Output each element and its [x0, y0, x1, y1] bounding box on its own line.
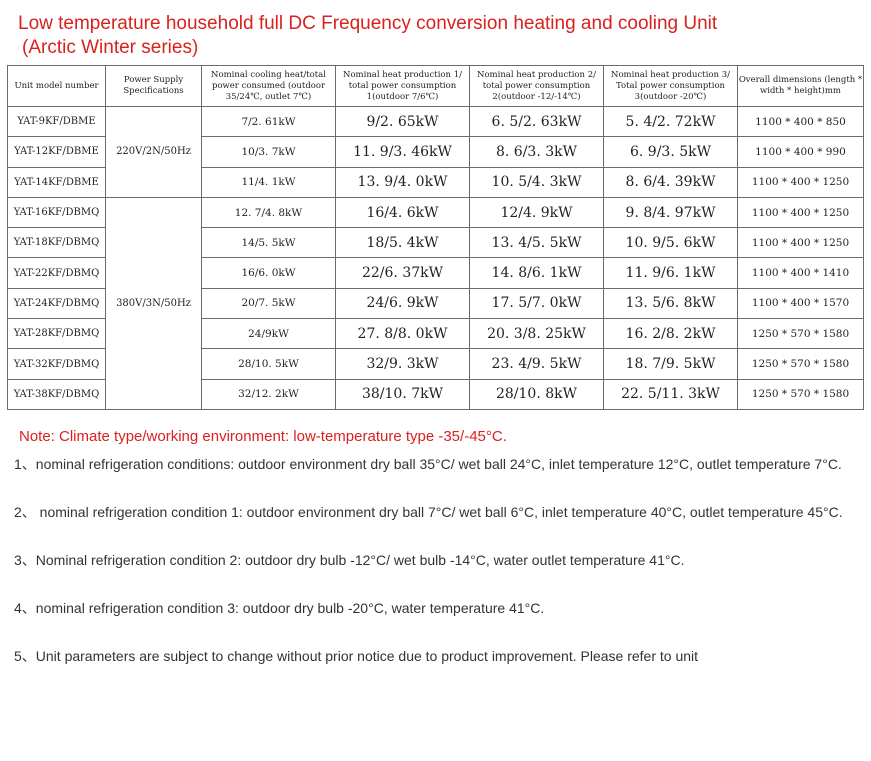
- heat-2-cell: 28/10. 8kW: [469, 378, 604, 410]
- model-cell: YAT-14KF/DBME: [7, 166, 106, 198]
- cooling-cell: 28/10. 5kW: [201, 348, 336, 380]
- cooling-cell: 14/5. 5kW: [201, 227, 336, 259]
- table-row: YAT-18KF/DBMQ 14/5. 5kW 18/5. 4kW 13. 4/…: [7, 227, 864, 259]
- dimensions-cell: 1100 * 400 * 990: [737, 136, 864, 168]
- table-row: YAT-12KF/DBME 10/3. 7kW 11. 9/3. 46kW 8.…: [7, 136, 864, 168]
- cooling-cell: 7/2. 61kW: [201, 105, 336, 138]
- heat-3-cell: 9. 8/4. 97kW: [603, 196, 738, 229]
- heat-1-cell: 27. 8/8. 0kW: [335, 318, 470, 350]
- cooling-cell: 11/4. 1kW: [201, 166, 336, 198]
- spec-table: Unit model number Power Supply Specifica…: [7, 65, 864, 410]
- table-row: YAT-16KF/DBMQ 380V/3N/50Hz 12. 7/4. 8kW …: [7, 196, 864, 410]
- header-heat-2: Nominal heat production 2/ total power c…: [469, 65, 604, 107]
- heat-3-cell: 5. 4/2. 72kW: [603, 105, 738, 138]
- heat-2-cell: 14. 8/6. 1kW: [469, 257, 604, 289]
- model-cell: YAT-38KF/DBMQ: [7, 378, 106, 410]
- header-heat-1: Nominal heat production 1/ total power c…: [335, 65, 470, 107]
- header-dimensions: Overall dimensions (length * width * hei…: [737, 65, 864, 107]
- dimensions-cell: 1100 * 400 * 850: [737, 105, 864, 138]
- table-row: YAT-14KF/DBME 11/4. 1kW 13. 9/4. 0kW 10.…: [7, 166, 864, 198]
- dimensions-cell: 1100 * 400 * 1570: [737, 287, 864, 320]
- heat-1-cell: 16/4. 6kW: [335, 196, 470, 229]
- dimensions-cell: 1100 * 400 * 1410: [737, 257, 864, 289]
- note-item: 2、 nominal refrigeration condition 1: ou…: [14, 504, 843, 520]
- heat-2-cell: 23. 4/9. 5kW: [469, 348, 604, 380]
- dimensions-cell: 1250 * 570 * 1580: [737, 348, 864, 380]
- table-header-row: Unit model number Power Supply Specifica…: [7, 65, 864, 107]
- cooling-cell: 16/6. 0kW: [201, 257, 336, 289]
- cooling-cell: 20/7. 5kW: [201, 287, 336, 320]
- model-cell: YAT-9KF/DBME: [7, 105, 106, 138]
- heat-1-cell: 24/6. 9kW: [335, 287, 470, 320]
- heat-1-cell: 38/10. 7kW: [335, 378, 470, 410]
- heat-1-cell: 22/6. 37kW: [335, 257, 470, 289]
- model-cell: YAT-32KF/DBMQ: [7, 348, 106, 380]
- heat-3-cell: 8. 6/4. 39kW: [603, 166, 738, 198]
- table-row: YAT-9KF/DBME 220V/2N/50Hz 7/2. 61kW 9/2.…: [7, 105, 864, 198]
- heat-2-cell: 12/4. 9kW: [469, 196, 604, 229]
- note-item: 1、nominal refrigeration conditions: outd…: [14, 456, 842, 472]
- model-cell: YAT-12KF/DBME: [7, 136, 106, 168]
- power-supply-cell: 380V/3N/50Hz: [105, 196, 202, 410]
- dimensions-cell: 1100 * 400 * 1250: [737, 166, 864, 198]
- table-row: YAT-38KF/DBMQ 32/12. 2kW 38/10. 7kW 28/1…: [7, 378, 864, 410]
- heat-2-cell: 10. 5/4. 3kW: [469, 166, 604, 198]
- heat-2-cell: 17. 5/7. 0kW: [469, 287, 604, 320]
- model-cell: YAT-28KF/DBMQ: [7, 318, 106, 350]
- heat-3-cell: 6. 9/3. 5kW: [603, 136, 738, 168]
- dimensions-cell: 1100 * 400 * 1250: [737, 196, 864, 229]
- dimensions-cell: 1250 * 570 * 1580: [737, 318, 864, 350]
- heat-1-cell: 11. 9/3. 46kW: [335, 136, 470, 168]
- heat-2-cell: 6. 5/2. 63kW: [469, 105, 604, 138]
- cooling-cell: 32/12. 2kW: [201, 378, 336, 410]
- model-cell: YAT-24KF/DBMQ: [7, 287, 106, 320]
- note-item: 4、nominal refrigeration condition 3: out…: [14, 600, 545, 616]
- heat-3-cell: 16. 2/8. 2kW: [603, 318, 738, 350]
- heat-1-cell: 9/2. 65kW: [335, 105, 470, 138]
- page-title: Low temperature household full DC Freque…: [18, 12, 717, 60]
- heat-2-cell: 13. 4/5. 5kW: [469, 227, 604, 259]
- header-power-supply: Power Supply Specifications: [105, 65, 202, 107]
- heat-1-cell: 18/5. 4kW: [335, 227, 470, 259]
- heat-1-cell: 32/9. 3kW: [335, 348, 470, 380]
- heat-2-cell: 20. 3/8. 25kW: [469, 318, 604, 350]
- cooling-cell: 10/3. 7kW: [201, 136, 336, 168]
- model-cell: YAT-22KF/DBMQ: [7, 257, 106, 289]
- header-heat-3: Nominal heat production 3/ Total power c…: [603, 65, 738, 107]
- note-heading: Note: Climate type/working environment: …: [19, 428, 507, 445]
- cooling-cell: 12. 7/4. 8kW: [201, 196, 336, 229]
- heat-3-cell: 13. 5/6. 8kW: [603, 287, 738, 320]
- title-line-1: Low temperature household full DC Freque…: [18, 13, 718, 34]
- cooling-cell: 24/9kW: [201, 318, 336, 350]
- heat-1-cell: 13. 9/4. 0kW: [335, 166, 470, 198]
- heat-2-cell: 8. 6/3. 3kW: [469, 136, 604, 168]
- table-row: YAT-24KF/DBMQ 20/7. 5kW 24/6. 9kW 17. 5/…: [7, 287, 864, 320]
- header-cooling: Nominal cooling heat/total power consume…: [201, 65, 336, 107]
- note-item: 5、Unit parameters are subject to change …: [14, 648, 699, 664]
- model-cell: YAT-18KF/DBMQ: [7, 227, 106, 259]
- title-line-2: (Arctic Winter series): [22, 37, 199, 58]
- table-row: YAT-28KF/DBMQ 24/9kW 27. 8/8. 0kW 20. 3/…: [7, 318, 864, 350]
- heat-3-cell: 11. 9/6. 1kW: [603, 257, 738, 289]
- table-row: YAT-22KF/DBMQ 16/6. 0kW 22/6. 37kW 14. 8…: [7, 257, 864, 289]
- dimensions-cell: 1250 * 570 * 1580: [737, 378, 864, 410]
- heat-3-cell: 10. 9/5. 6kW: [603, 227, 738, 259]
- note-item: 3、Nominal refrigeration condition 2: out…: [14, 552, 685, 568]
- dimensions-cell: 1100 * 400 * 1250: [737, 227, 864, 259]
- notes-list: 1、nominal refrigeration conditions: outd…: [14, 452, 854, 692]
- model-cell: YAT-16KF/DBMQ: [7, 196, 106, 229]
- heat-3-cell: 22. 5/11. 3kW: [603, 378, 738, 410]
- heat-3-cell: 18. 7/9. 5kW: [603, 348, 738, 380]
- power-supply-cell: 220V/2N/50Hz: [105, 106, 202, 198]
- header-model: Unit model number: [7, 65, 106, 107]
